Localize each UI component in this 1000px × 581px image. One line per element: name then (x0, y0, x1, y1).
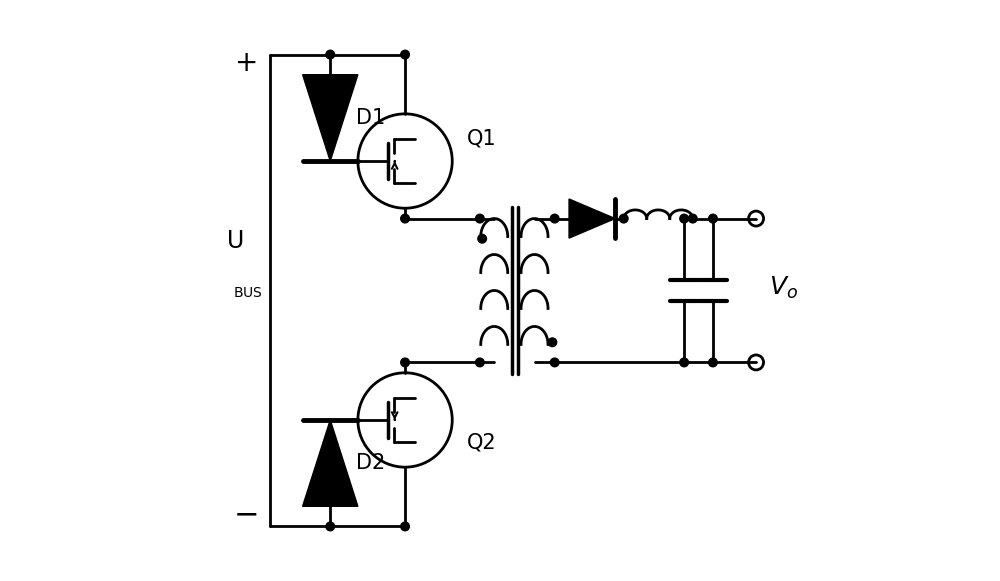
Circle shape (619, 214, 628, 223)
Text: D1: D1 (356, 108, 385, 128)
Text: +: + (235, 49, 258, 77)
Circle shape (401, 522, 409, 531)
Circle shape (326, 522, 335, 531)
Circle shape (548, 338, 557, 347)
Circle shape (401, 358, 409, 367)
Text: Q2: Q2 (467, 433, 496, 453)
Circle shape (709, 358, 717, 367)
Circle shape (709, 214, 717, 223)
Circle shape (401, 214, 409, 223)
Text: Q1: Q1 (467, 128, 496, 148)
Circle shape (476, 358, 484, 367)
Polygon shape (569, 199, 615, 238)
Circle shape (401, 50, 409, 59)
Circle shape (688, 214, 697, 223)
Text: $\mathregular{BUS}$: $\mathregular{BUS}$ (233, 286, 263, 300)
Circle shape (550, 214, 559, 223)
Circle shape (680, 358, 688, 367)
Text: −: − (234, 500, 260, 529)
Circle shape (680, 214, 688, 223)
Circle shape (478, 234, 486, 243)
Circle shape (550, 358, 559, 367)
Polygon shape (303, 75, 358, 161)
Text: D2: D2 (356, 453, 385, 473)
Text: $\mathregular{U}$: $\mathregular{U}$ (226, 229, 243, 253)
Text: $\mathregular{V_o}$: $\mathregular{V_o}$ (769, 275, 798, 301)
Circle shape (476, 214, 484, 223)
Polygon shape (303, 420, 358, 506)
Circle shape (326, 50, 335, 59)
